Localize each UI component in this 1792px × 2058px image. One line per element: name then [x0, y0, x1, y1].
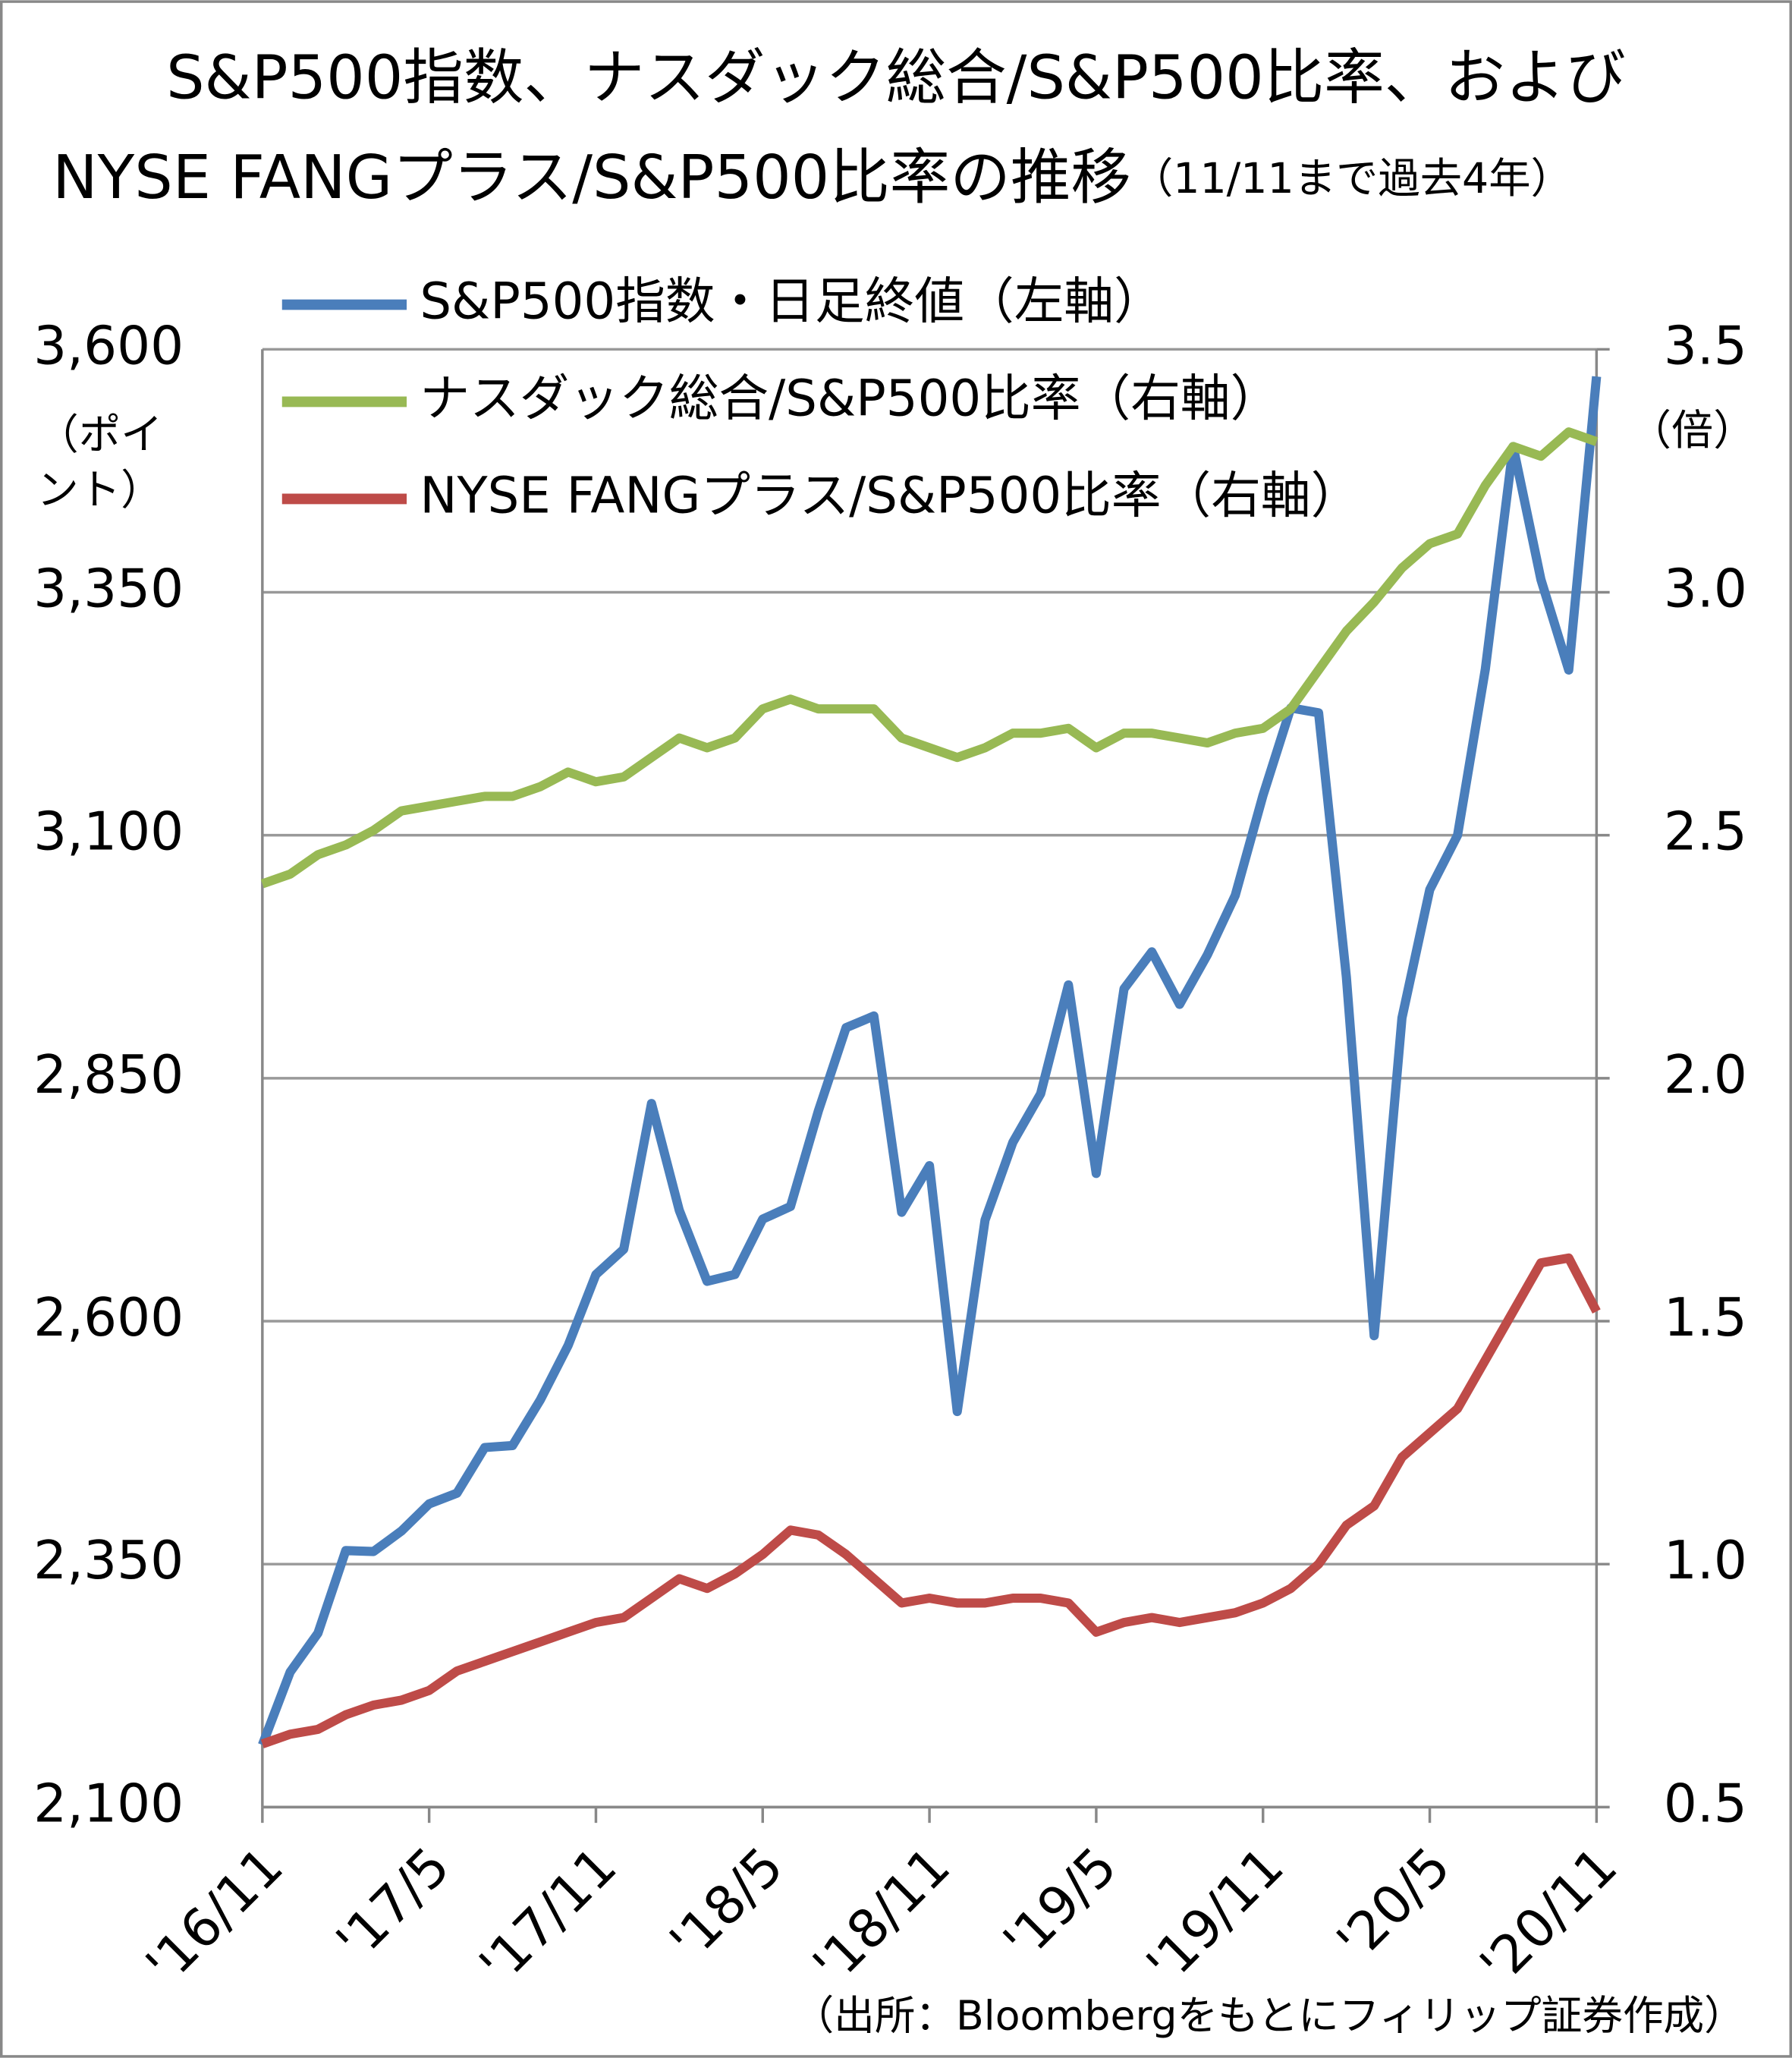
legend-label: S&P500指数・日足終値（左軸）: [420, 273, 1163, 331]
y2-tick-label: 3.0: [1664, 559, 1747, 620]
y2-tick-label: 1.5: [1664, 1288, 1747, 1348]
chart-title-line2: NYSE FANGプラス/S&P500比率の推移（11/11まで過去4年）: [52, 142, 1573, 212]
y2-tick-label: 0.5: [1664, 1773, 1747, 1834]
series-line: [260, 1253, 1601, 1748]
y-tick-label: 3,600: [33, 316, 184, 376]
y2-tick-label: 2.5: [1664, 802, 1747, 863]
chart-title: S&P500指数、ナスダック総合/S&P500比率、および: [166, 42, 1626, 113]
y2-tick-label: 1.0: [1664, 1531, 1747, 1591]
legend-label: NYSE FANGプラス/S&P500比率（右軸）: [420, 467, 1360, 524]
y2-tick-label: 2.0: [1664, 1045, 1747, 1106]
legend-label: ナスダック総合/S&P500比率（右軸）: [420, 370, 1280, 428]
series-line: [258, 376, 1602, 1747]
title-line2: NYSE FANGプラス/S&P500比率の推移: [52, 142, 1131, 212]
subtitle: （11/11まで過去4年）: [1131, 155, 1573, 203]
y-tick-label: 2,100: [33, 1773, 184, 1834]
y-tick-label: 2,600: [33, 1288, 184, 1348]
y-axis-label: （ポイント）: [36, 409, 163, 515]
source: （出所：Bloombergをもとにフィリップ証券作成）: [794, 1991, 1745, 2039]
y2-axis-label: （倍）: [1630, 407, 1756, 455]
series-line: [260, 427, 1599, 889]
y-tick-label: 2,350: [33, 1531, 184, 1591]
y-label-box: （ポイント）: [36, 409, 163, 515]
y2-tick-label: 3.5: [1664, 316, 1747, 376]
y-tick-label: 3,350: [33, 559, 184, 620]
y-tick-label: 2,850: [33, 1045, 184, 1106]
y-tick-label: 3,100: [33, 802, 184, 863]
